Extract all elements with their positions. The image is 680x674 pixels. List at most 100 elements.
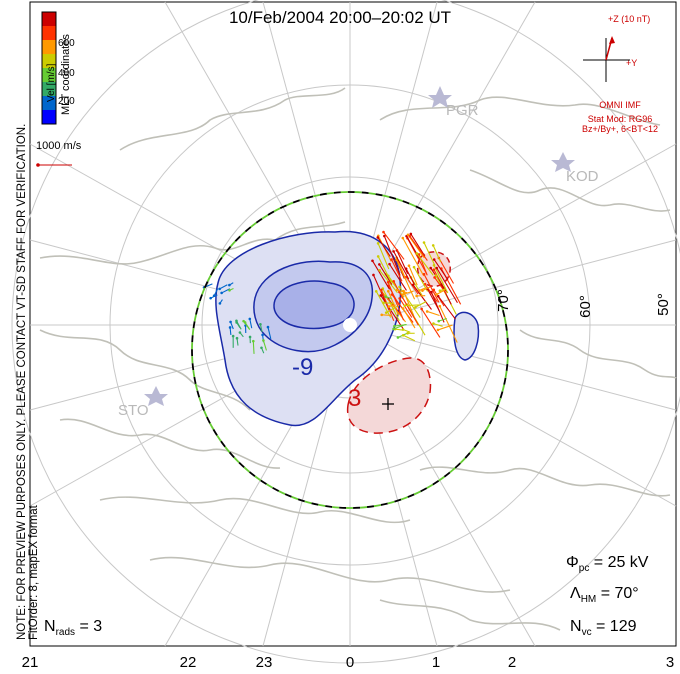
velocity-vector — [385, 305, 399, 314]
colorbar-segment — [42, 40, 56, 55]
imf-model: Stat Mod: RG96 — [587, 114, 653, 124]
velocity-vector — [415, 300, 427, 308]
vector-origin — [434, 274, 438, 277]
station-pgr-marker — [428, 86, 452, 108]
vector-origin — [378, 263, 381, 266]
velocity-vector — [389, 263, 407, 291]
vector-origin — [438, 304, 442, 308]
vector-origin — [407, 264, 411, 268]
vector-origin — [436, 328, 440, 332]
vector-origin — [248, 317, 252, 321]
imf-z-label: +Z (10 nT) — [608, 14, 651, 24]
velocity-vector — [404, 304, 419, 307]
velocity-vector — [383, 235, 401, 276]
vector-origin — [384, 295, 387, 298]
vector-origin — [398, 285, 401, 289]
velocity-vector — [383, 231, 405, 260]
colorbar-segment — [42, 68, 56, 83]
velocity-vector — [423, 273, 440, 303]
mlt-label-0: 0 — [345, 654, 355, 671]
velocity-vector — [391, 259, 403, 282]
vector-origin — [248, 335, 252, 339]
velocity-vector — [426, 310, 440, 317]
mlt-label-2: 2 — [507, 654, 517, 671]
velocity-vector — [394, 324, 407, 327]
velocity-vector — [412, 284, 432, 310]
vector-origin — [374, 290, 378, 293]
velocity-vector — [402, 237, 425, 277]
vector-origin — [398, 297, 401, 300]
vector-origin — [401, 307, 405, 310]
velocity-vector — [377, 237, 391, 257]
velocity-vector — [372, 274, 391, 312]
negative-potential-cell — [215, 230, 480, 427]
velocity-vector — [408, 265, 418, 286]
vector-origin — [379, 294, 383, 297]
velocity-vector — [252, 341, 255, 354]
colorbar-tick-400: 400 — [58, 68, 75, 79]
vector-origin — [228, 288, 231, 292]
vector-origin — [401, 333, 405, 337]
hm-boundary-alt — [191, 191, 509, 509]
vector-origin — [392, 250, 395, 253]
velocity-vector — [235, 320, 242, 330]
vector-origin — [422, 272, 426, 276]
velocity-vector — [413, 266, 429, 292]
velocity-vector — [421, 308, 441, 338]
vector-origin — [231, 334, 235, 338]
vector-origin — [417, 289, 421, 292]
mlt-label-1: 1 — [431, 654, 441, 671]
vector-origin — [401, 293, 405, 296]
vector-origin — [415, 294, 418, 298]
vector-origin — [430, 290, 433, 294]
stat-n-vc: Nvc = 129 — [570, 618, 637, 639]
vector-origin — [260, 346, 263, 350]
vector-origin — [432, 263, 436, 267]
imf-y-label: +Y — [626, 58, 638, 68]
vector-origin — [437, 319, 441, 323]
imf-source: OMNI IMF — [599, 100, 641, 110]
vector-origin — [382, 301, 385, 305]
colorbar-segment — [42, 12, 56, 27]
velocity-vector — [436, 289, 446, 295]
vector-origin — [388, 262, 391, 266]
colorbar — [41, 11, 57, 125]
vector-origin — [386, 289, 390, 293]
vector-origin — [392, 279, 395, 283]
vector-origin — [242, 319, 245, 323]
vector-origin — [414, 305, 417, 309]
colorbar-segment — [42, 26, 56, 41]
velocity-vector — [438, 318, 447, 322]
velocity-vector — [243, 320, 251, 330]
vector-origin — [431, 244, 435, 247]
imf-clock — [583, 36, 630, 82]
colorbar-title: Vel [m/s] — [46, 63, 57, 102]
vector-origin — [209, 296, 212, 300]
velocity-vector — [433, 323, 443, 327]
vector-origin — [412, 265, 416, 269]
vector-origin — [376, 255, 380, 258]
velocity-vector — [407, 234, 425, 259]
vector-origin — [220, 291, 223, 295]
vector-origin — [262, 339, 265, 342]
velocity-vector — [396, 289, 408, 294]
vector-origin — [228, 283, 231, 287]
velocity-vector — [432, 245, 442, 263]
vector-origin — [372, 273, 375, 277]
velocity-vector — [433, 259, 449, 281]
station-pgr-label: PGR — [446, 102, 479, 119]
station-sto-label: STO — [118, 402, 149, 419]
velocity-vector — [375, 291, 392, 318]
velocity-vector — [372, 260, 391, 290]
stat-phi-pc: Φpc = 25 kV — [566, 554, 649, 575]
vector-origin — [409, 232, 413, 236]
vector-origin — [238, 331, 242, 334]
velocity-vector — [399, 298, 413, 318]
velocity-vector — [438, 257, 454, 284]
station-kod-marker — [551, 152, 575, 172]
vector-origin — [435, 293, 438, 296]
velocity-vector — [377, 256, 392, 283]
contour-label-positive: 3 — [348, 385, 362, 412]
velocity-vector — [437, 324, 453, 331]
